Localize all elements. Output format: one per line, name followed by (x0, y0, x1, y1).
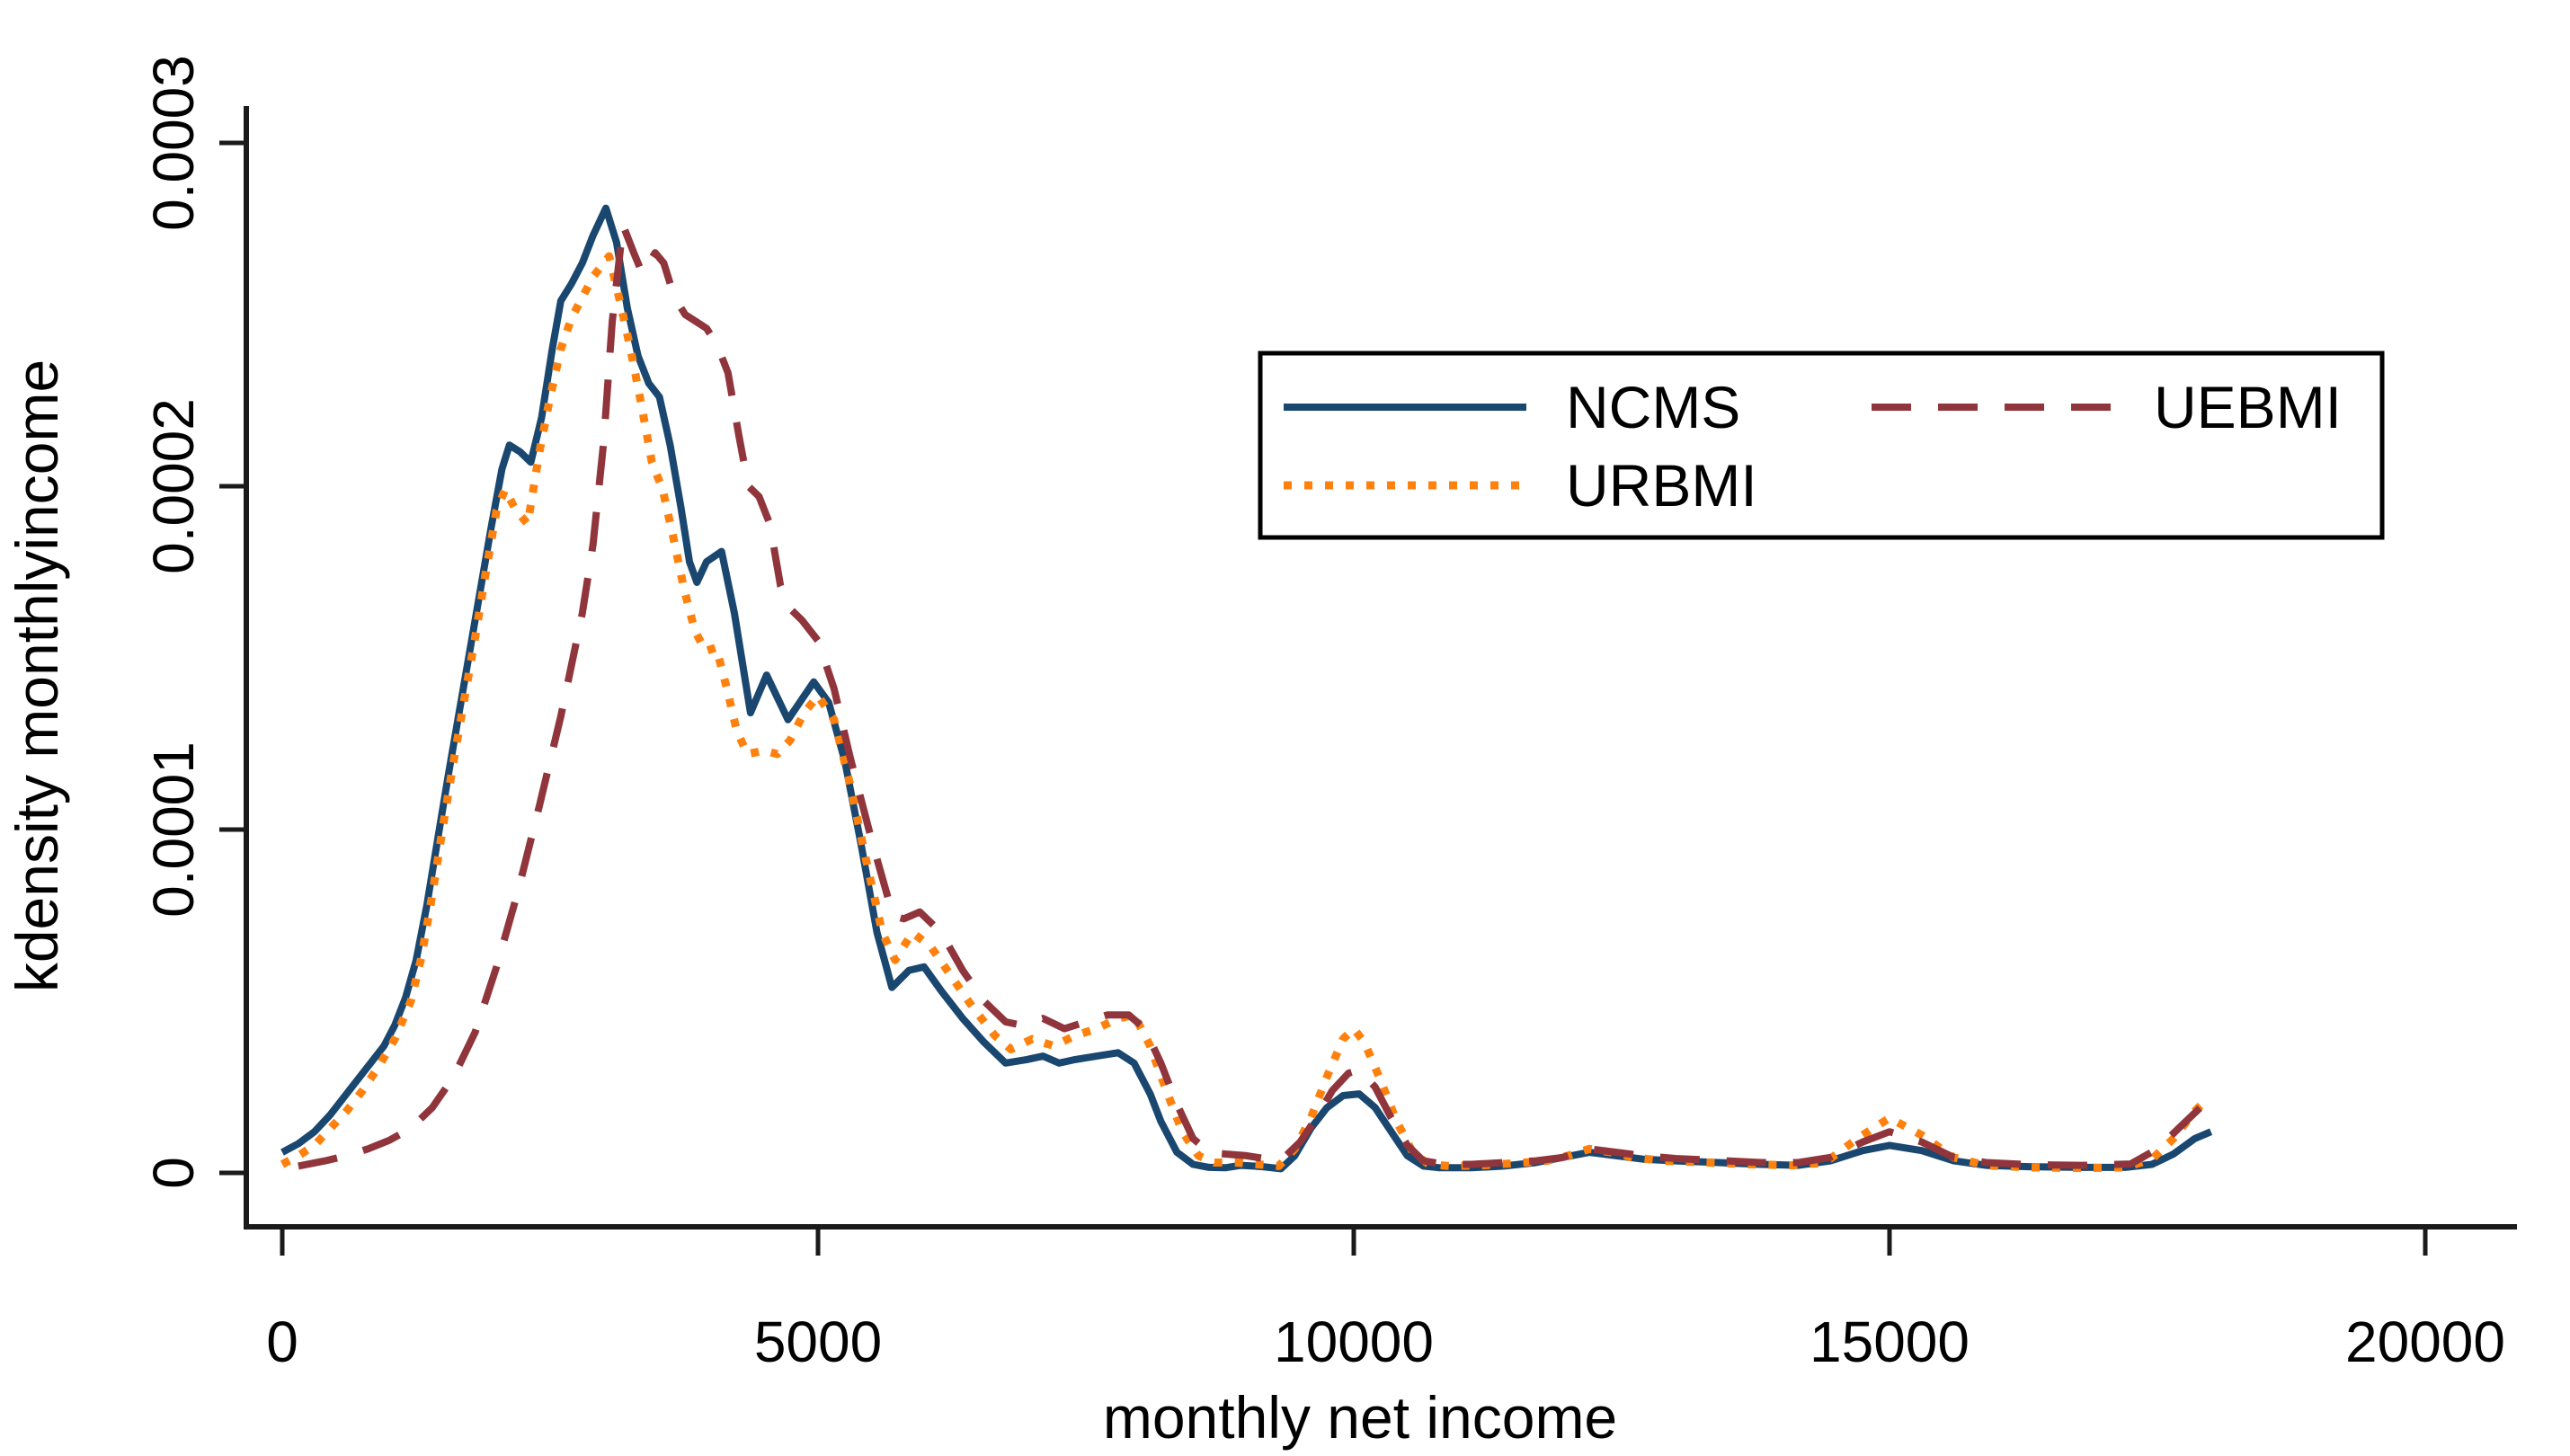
legend-label-uebmi: UEBMI (2154, 374, 2342, 440)
y-tick-label: 0.0002 (141, 398, 206, 574)
x-tick-label: 0 (266, 1310, 298, 1374)
legend-label-ncms: NCMS (1566, 374, 1740, 440)
x-tick-label: 5000 (754, 1310, 882, 1374)
legend-box (1258, 351, 2385, 540)
legend-label-urbmi: URBMI (1566, 452, 1757, 519)
x-tick-label: 20000 (2345, 1310, 2505, 1374)
x-tick-label: 10000 (1274, 1310, 1434, 1374)
series-lines (280, 204, 2213, 1173)
y-tick-label: 0.0003 (141, 55, 206, 231)
series-line-uebmi (298, 221, 2212, 1170)
x-axis-title: monthly net income (1103, 1384, 1617, 1451)
y-tick-label: 0.0001 (141, 741, 206, 918)
y-axis-title: kdensity monthlyincome (4, 360, 70, 992)
legend: NCMS UEBMI URBMI (1258, 351, 2385, 540)
y-tick-label: 0 (141, 1157, 206, 1189)
axes: 0 5000 10000 15000 20000 0 0.0001 0.0002 0.0003 (141, 55, 2517, 1374)
x-tick-label: 15000 (1810, 1310, 1970, 1374)
